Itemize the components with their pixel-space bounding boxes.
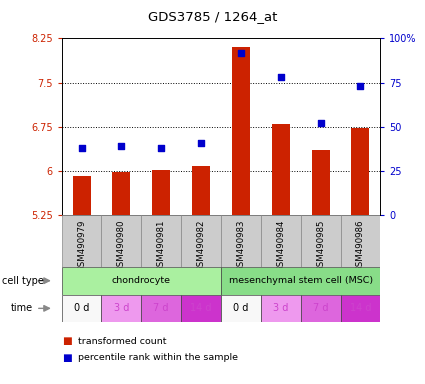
Text: cell type: cell type	[2, 276, 44, 286]
Bar	[340, 295, 380, 322]
Text: 7 d: 7 d	[313, 303, 329, 313]
Bar	[102, 215, 141, 267]
Text: GSM490981: GSM490981	[157, 219, 166, 272]
Text: 14 d: 14 d	[190, 303, 212, 313]
Bar	[312, 150, 329, 215]
Text: ■: ■	[62, 353, 71, 363]
Bar	[300, 215, 340, 267]
Point	[78, 145, 85, 151]
Bar	[221, 267, 380, 295]
Bar	[102, 295, 141, 322]
Text: GSM490986: GSM490986	[356, 219, 365, 272]
Bar	[351, 129, 369, 215]
Point	[357, 83, 364, 89]
Bar	[113, 172, 130, 215]
Bar	[232, 47, 250, 215]
Bar	[261, 295, 300, 322]
Text: 14 d: 14 d	[350, 303, 371, 313]
Bar	[152, 170, 170, 215]
Text: 7 d: 7 d	[153, 303, 169, 313]
Bar	[73, 175, 91, 215]
Text: 0 d: 0 d	[233, 303, 249, 313]
Bar	[181, 295, 221, 322]
Point	[317, 120, 324, 126]
Bar	[62, 215, 102, 267]
Bar	[221, 295, 261, 322]
Text: GDS3785 / 1264_at: GDS3785 / 1264_at	[148, 10, 277, 23]
Bar	[141, 295, 181, 322]
Bar	[62, 267, 221, 295]
Text: ■: ■	[62, 336, 71, 346]
Text: 0 d: 0 d	[74, 303, 89, 313]
Bar	[181, 215, 221, 267]
Text: chondrocyte: chondrocyte	[112, 276, 171, 285]
Text: 3 d: 3 d	[114, 303, 129, 313]
Point	[118, 143, 125, 149]
Bar	[300, 295, 340, 322]
Point	[158, 145, 164, 151]
Text: GSM490980: GSM490980	[117, 219, 126, 272]
Bar	[192, 166, 210, 215]
Text: percentile rank within the sample: percentile rank within the sample	[78, 353, 238, 362]
Text: transformed count: transformed count	[78, 337, 166, 346]
Point	[198, 139, 204, 146]
Text: 3 d: 3 d	[273, 303, 289, 313]
Text: GSM490979: GSM490979	[77, 219, 86, 271]
Text: GSM490983: GSM490983	[236, 219, 245, 272]
Text: time: time	[11, 303, 33, 313]
Text: mesenchymal stem cell (MSC): mesenchymal stem cell (MSC)	[229, 276, 373, 285]
Bar	[272, 124, 290, 215]
Text: GSM490984: GSM490984	[276, 219, 285, 272]
Text: GSM490985: GSM490985	[316, 219, 325, 272]
Bar	[340, 215, 380, 267]
Bar	[141, 215, 181, 267]
Point	[238, 50, 244, 56]
Bar	[62, 295, 102, 322]
Point	[278, 74, 284, 80]
Bar	[221, 215, 261, 267]
Bar	[261, 215, 300, 267]
Text: GSM490982: GSM490982	[197, 219, 206, 272]
